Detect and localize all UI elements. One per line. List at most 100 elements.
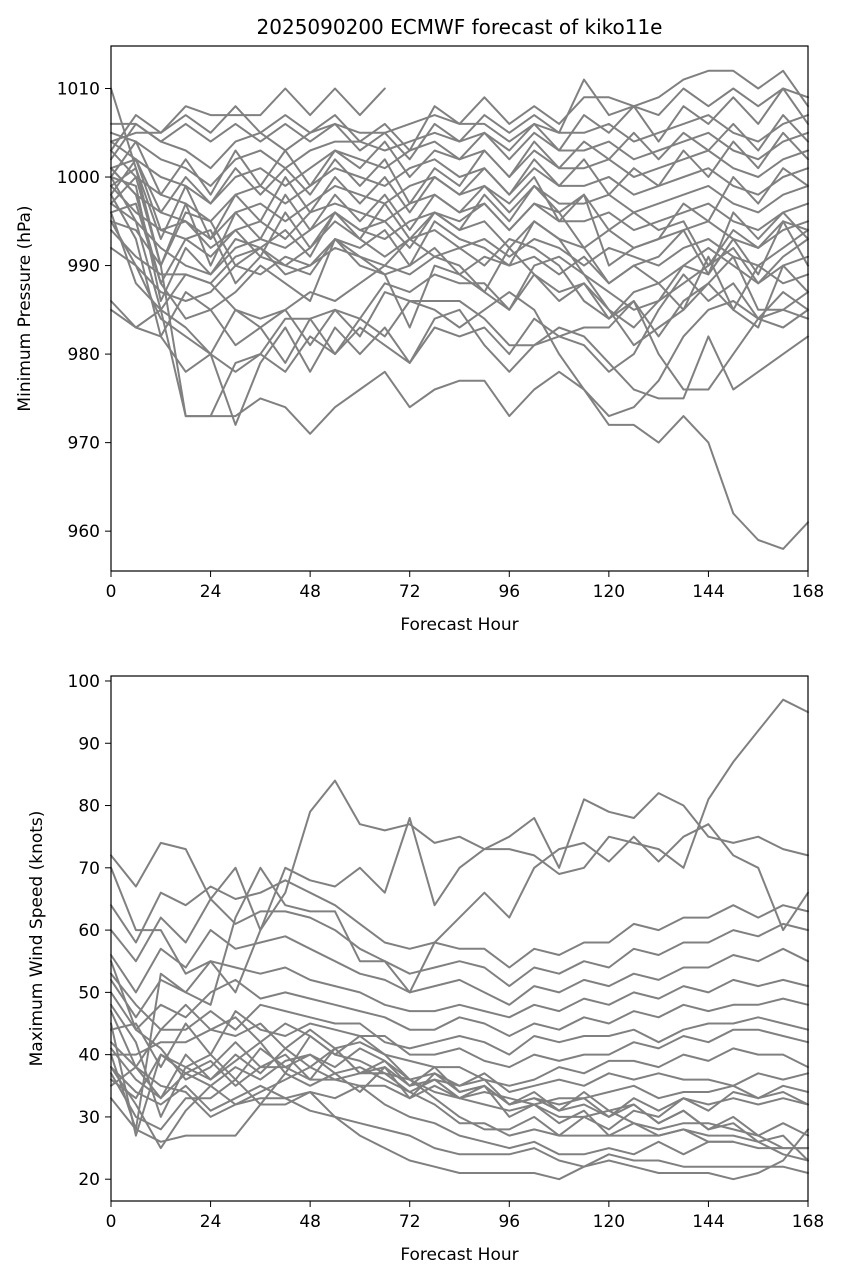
- plot-frame: [110, 45, 809, 572]
- x-tick: 72: [399, 1201, 421, 1232]
- x-axis-label: Forecast Hour: [400, 615, 518, 635]
- series-line-15: [110, 978, 809, 1037]
- y-tick-label: 20: [78, 1170, 100, 1190]
- y-tick-label: 70: [78, 859, 100, 879]
- x-tick-label: 144: [692, 582, 724, 602]
- series-line-16: [110, 960, 809, 1019]
- y-tick-label: 990: [68, 257, 100, 277]
- series-line-12: [110, 1022, 809, 1087]
- x-tick-label: 96: [498, 1212, 520, 1232]
- x-tick: 24: [200, 571, 222, 602]
- y-tick: 80: [78, 797, 111, 817]
- series-line-3: [110, 823, 809, 1131]
- wind-panel: 0 24 48 72 96 120 144 168 20 30 40 50 60 70 80 90 100 For…: [27, 672, 824, 1265]
- series-line-19: [110, 78, 809, 161]
- series-line-18: [110, 69, 809, 152]
- series-group: [110, 698, 809, 1181]
- series-line-23: [110, 167, 809, 267]
- x-tick-label: 96: [498, 582, 520, 602]
- series-line-5: [110, 211, 809, 373]
- y-tick-label: 30: [78, 1108, 100, 1128]
- x-tick: 144: [692, 571, 725, 602]
- series-line-22: [110, 131, 809, 240]
- x-tick: 120: [593, 571, 625, 602]
- y-tick-label: 960: [68, 522, 100, 542]
- y-tick: 980: [68, 345, 111, 365]
- series-line-4: [110, 1066, 809, 1181]
- x-tick: 0: [106, 571, 116, 602]
- series-line-20: [110, 87, 809, 196]
- y-tick-label: 980: [68, 345, 100, 365]
- y-tick-label: 970: [68, 434, 100, 454]
- y-tick-label: 60: [78, 921, 100, 941]
- x-tick: 144: [692, 1201, 725, 1232]
- x-tick-label: 168: [792, 582, 824, 602]
- y-tick-label: 80: [78, 797, 100, 817]
- pressure-panel: 0 24 48 72 96 120 144 168 960 970 980 990 1000 1010 Fo…: [15, 15, 824, 635]
- y-tick: 60: [78, 921, 111, 941]
- x-tick: 24: [200, 1201, 222, 1232]
- y-tick: 20: [78, 1170, 111, 1190]
- x-tick: 168: [792, 1201, 824, 1232]
- series-line-5: [110, 1066, 809, 1174]
- series-line-27: [110, 211, 809, 320]
- series-line-13: [110, 149, 809, 223]
- series-line-1: [110, 87, 809, 550]
- series-line-4: [110, 220, 809, 418]
- series-line-17: [110, 87, 386, 152]
- series-line-14: [110, 1003, 809, 1069]
- y-tick: 960: [68, 522, 111, 542]
- series-line-13: [110, 1010, 809, 1069]
- x-tick-label: 48: [299, 1212, 321, 1232]
- y-tick: 70: [78, 859, 111, 879]
- y-tick: 1000: [57, 168, 111, 188]
- y-tick-label: 40: [78, 1046, 100, 1066]
- y-tick-label: 90: [78, 734, 100, 754]
- y-tick-label: 50: [78, 983, 100, 1003]
- y-tick-label: 100: [68, 672, 100, 692]
- y-tick: 30: [78, 1108, 111, 1128]
- series-line-6: [110, 1022, 809, 1156]
- y-axis-label: Maximum Wind Speed (knots): [27, 811, 47, 1067]
- x-tick-label: 72: [399, 1212, 421, 1232]
- series-line-17: [110, 929, 809, 1006]
- series-line-21: [110, 114, 809, 214]
- series-line-2: [110, 792, 809, 994]
- x-tick: 168: [792, 571, 824, 602]
- x-tick-label: 144: [692, 1212, 724, 1232]
- x-axis-label: Forecast Hour: [400, 1245, 518, 1265]
- x-tick: 48: [299, 1201, 321, 1232]
- series-line-7: [110, 246, 809, 329]
- plot-frame: [110, 675, 809, 1202]
- series-line-19: [110, 879, 809, 969]
- x-tick-label: 168: [792, 1212, 824, 1232]
- chart-title: 2025090200 ECMWF forecast of kiko11e: [257, 15, 663, 39]
- x-tick: 96: [498, 571, 520, 602]
- x-tick: 72: [399, 571, 421, 602]
- y-tick: 100: [68, 672, 111, 692]
- y-tick: 1010: [57, 79, 111, 99]
- series-line-20: [110, 972, 809, 1137]
- series-line-1: [110, 698, 809, 932]
- series-group: [110, 69, 809, 550]
- x-tick-label: 24: [200, 1212, 222, 1232]
- x-tick-label: 72: [399, 582, 421, 602]
- series-line-6: [110, 255, 809, 347]
- series-line-23: [110, 1047, 809, 1162]
- series-line-26: [110, 202, 809, 329]
- x-tick-label: 120: [593, 582, 625, 602]
- x-tick: 0: [106, 1201, 117, 1232]
- x-tick-label: 48: [299, 582, 321, 602]
- series-line-18: [110, 898, 809, 988]
- y-tick: 970: [68, 434, 111, 454]
- series-line-28: [110, 167, 809, 338]
- y-tick: 90: [78, 734, 111, 754]
- x-tick-label: 120: [593, 1212, 625, 1232]
- x-tick-label: 24: [200, 582, 222, 602]
- y-tick-label: 1010: [57, 79, 100, 99]
- series-line-7: [110, 1003, 809, 1162]
- x-tick: 48: [299, 571, 321, 602]
- x-tick-label: 0: [106, 1212, 117, 1232]
- series-line-24: [110, 158, 809, 267]
